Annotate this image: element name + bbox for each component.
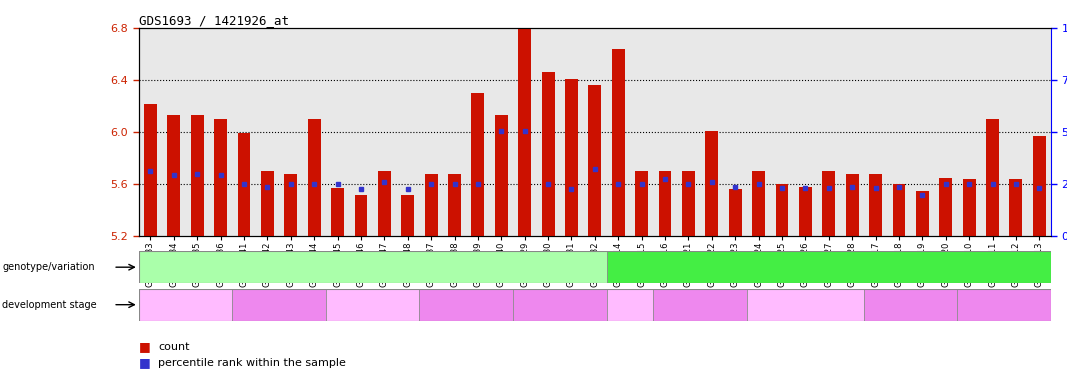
Bar (191, 115, 204, 236)
Bar (986, 119, 999, 236)
Text: P2: P2 (272, 300, 286, 310)
Bar (214, 119, 227, 236)
Bar (846, 174, 859, 236)
Text: 4 weeks: 4 weeks (537, 300, 583, 310)
Bar (566, 79, 578, 236)
Bar (658, 171, 671, 236)
Bar (261, 171, 274, 236)
Text: P10: P10 (456, 300, 477, 310)
Bar (419, 289, 513, 321)
Bar (705, 131, 718, 236)
Bar (378, 171, 391, 236)
Text: genotype/variation: genotype/variation (2, 262, 95, 272)
Bar (331, 188, 344, 236)
Text: ■: ■ (139, 357, 150, 369)
Bar (139, 289, 233, 321)
Bar (168, 115, 180, 236)
Text: development stage: development stage (2, 300, 97, 309)
Bar (425, 174, 437, 236)
Bar (1033, 136, 1046, 236)
Bar (682, 171, 695, 236)
Bar (354, 195, 367, 236)
Bar (233, 289, 325, 321)
Bar (519, 28, 531, 236)
Text: count: count (158, 342, 190, 352)
Bar (957, 289, 1051, 321)
Bar (635, 171, 648, 236)
Bar (606, 289, 653, 321)
Bar (472, 93, 484, 236)
Text: wild type: wild type (347, 262, 398, 272)
Bar (864, 289, 957, 321)
Bar (606, 251, 1051, 283)
Bar (823, 171, 835, 236)
Text: P6: P6 (798, 300, 812, 310)
Text: P10: P10 (901, 300, 921, 310)
Bar (747, 289, 864, 321)
Bar (776, 184, 789, 236)
Text: ■: ■ (139, 340, 150, 353)
Bar (752, 171, 765, 236)
Bar (284, 174, 298, 236)
Text: percentile rank within the sample: percentile rank within the sample (158, 358, 346, 368)
Bar (729, 189, 742, 236)
Text: Nrl deficient: Nrl deficient (795, 262, 863, 272)
Text: E16: E16 (620, 300, 640, 310)
Bar (939, 178, 952, 236)
Bar (542, 72, 555, 236)
Bar (962, 179, 975, 236)
Text: 4 weeks: 4 weeks (982, 300, 1028, 310)
Bar (588, 86, 602, 236)
Bar (611, 49, 624, 236)
Bar (870, 174, 882, 236)
Bar (144, 104, 157, 236)
Bar (307, 119, 320, 236)
Text: E16: E16 (175, 300, 196, 310)
Bar (915, 191, 928, 236)
Bar (401, 195, 414, 236)
Bar (653, 289, 747, 321)
Bar (892, 184, 906, 236)
Bar (1009, 179, 1022, 236)
Bar (513, 289, 606, 321)
Text: GDS1693 / 1421926_at: GDS1693 / 1421926_at (139, 14, 289, 27)
Bar (325, 289, 419, 321)
Bar (495, 115, 508, 236)
Text: P2: P2 (694, 300, 707, 310)
Bar (799, 187, 812, 236)
Bar (448, 174, 461, 236)
Bar (238, 134, 251, 236)
Bar (139, 251, 606, 283)
Text: P6: P6 (366, 300, 380, 310)
